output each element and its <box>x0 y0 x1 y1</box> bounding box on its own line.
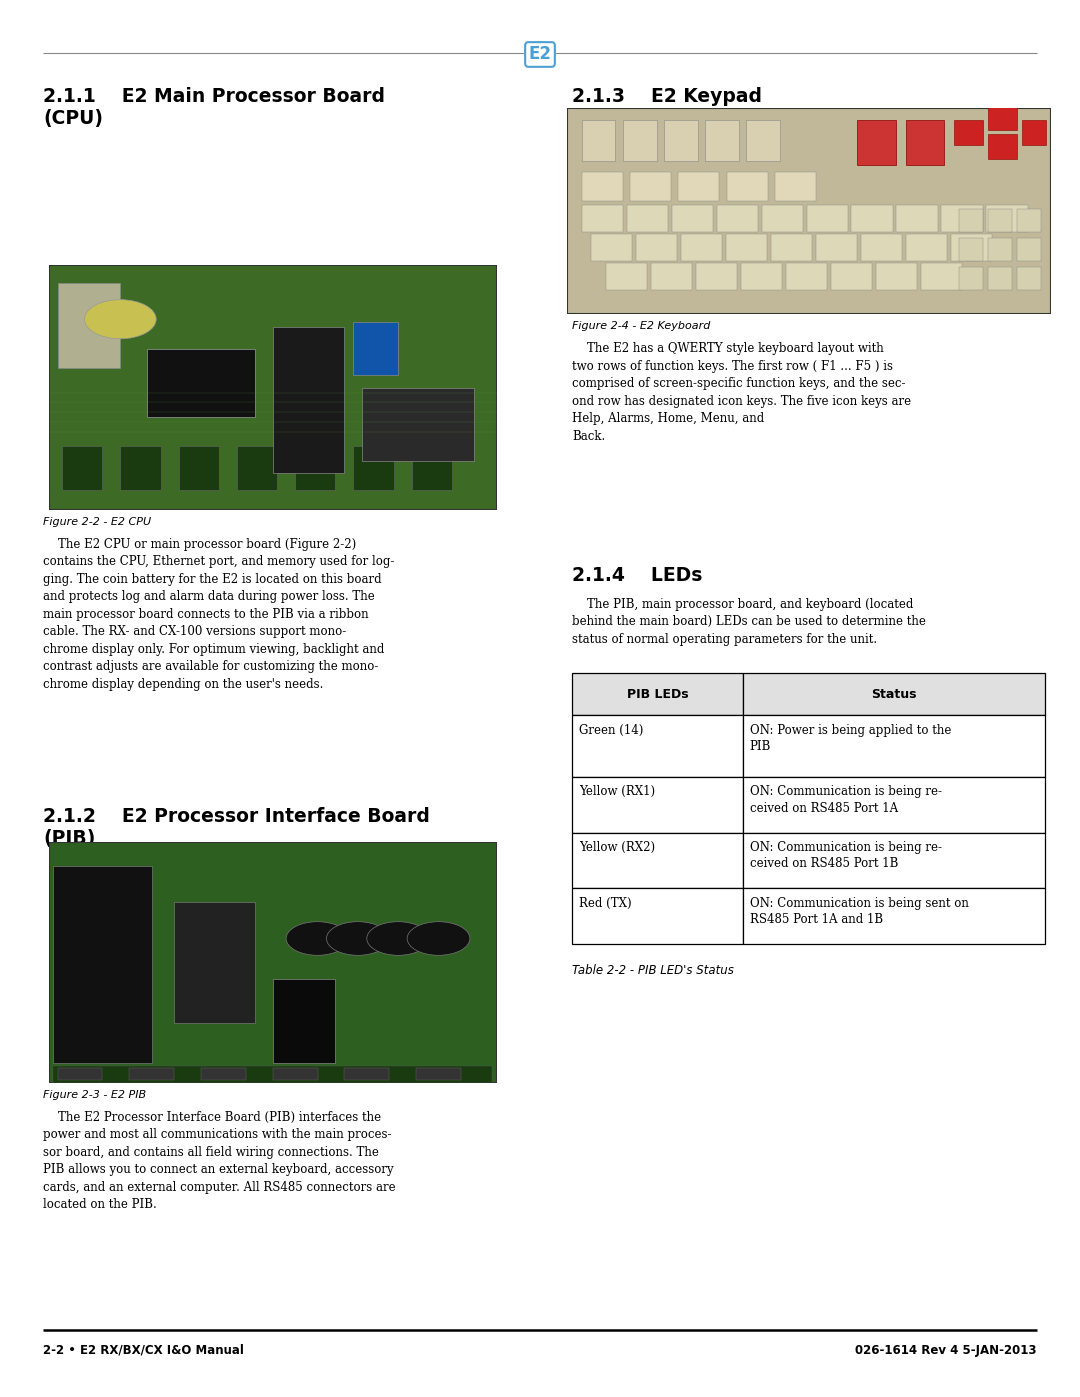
Bar <box>743 833 1045 888</box>
Bar <box>906 233 947 261</box>
Bar <box>53 1066 492 1083</box>
Text: 2.1.1    E2 Main Processor Board
(CPU): 2.1.1 E2 Main Processor Board (CPU) <box>43 87 386 127</box>
Text: The E2 has a QWERTY style keyboard layout with
two rows of function keys. The fi: The E2 has a QWERTY style keyboard layou… <box>572 342 912 443</box>
Bar <box>678 172 719 201</box>
Bar <box>672 205 713 232</box>
Bar <box>664 120 698 161</box>
Bar <box>272 979 336 1063</box>
Circle shape <box>84 299 157 338</box>
Text: Status: Status <box>872 687 917 701</box>
Bar <box>572 715 743 777</box>
Text: Figure 2-2 - E2 CPU: Figure 2-2 - E2 CPU <box>43 517 151 527</box>
Bar <box>623 120 657 161</box>
Bar <box>785 263 827 289</box>
Bar <box>1022 120 1047 145</box>
Bar <box>954 120 983 145</box>
Bar <box>411 447 451 490</box>
Bar <box>581 120 616 161</box>
Bar <box>743 888 1045 944</box>
Bar <box>572 673 743 715</box>
Bar <box>1017 210 1041 232</box>
Text: 2.1.2    E2 Processor Interface Board
(PIB): 2.1.2 E2 Processor Interface Board (PIB) <box>43 807 430 848</box>
Bar <box>775 172 816 201</box>
Bar <box>681 233 723 261</box>
Bar <box>876 263 917 289</box>
Bar <box>705 120 739 161</box>
Bar <box>959 237 983 261</box>
Text: 026-1614 Rev 4 5-JAN-2013: 026-1614 Rev 4 5-JAN-2013 <box>855 1344 1037 1356</box>
Text: Green (14): Green (14) <box>579 724 644 736</box>
Bar <box>272 1069 318 1080</box>
Bar <box>62 447 103 490</box>
Text: ON: Power is being applied to the
PIB: ON: Power is being applied to the PIB <box>750 724 950 753</box>
Text: ON: Communication is being re-
ceived on RS485 Port 1A: ON: Communication is being re- ceived on… <box>750 785 942 814</box>
Bar <box>581 172 623 201</box>
Bar <box>591 233 632 261</box>
Bar <box>816 233 858 261</box>
Text: Yellow (RX1): Yellow (RX1) <box>579 785 654 798</box>
Bar <box>201 1069 246 1080</box>
Bar <box>295 447 336 490</box>
Bar <box>120 447 161 490</box>
Bar <box>986 205 1027 232</box>
Bar <box>572 888 743 944</box>
Bar <box>746 120 780 161</box>
Bar <box>988 210 1012 232</box>
Circle shape <box>367 922 430 956</box>
Text: PIB LEDs: PIB LEDs <box>626 687 689 701</box>
Text: Figure 2-3 - E2 PIB: Figure 2-3 - E2 PIB <box>43 1090 146 1099</box>
Bar <box>1017 237 1041 261</box>
Bar <box>237 447 278 490</box>
Text: Red (TX): Red (TX) <box>579 897 632 909</box>
Bar <box>581 205 623 232</box>
Bar <box>726 233 767 261</box>
Bar <box>53 866 151 1063</box>
Bar <box>743 715 1045 777</box>
Bar <box>174 902 255 1023</box>
Bar <box>716 205 758 232</box>
Bar <box>416 1069 461 1080</box>
Bar <box>942 205 983 232</box>
Circle shape <box>407 922 470 956</box>
Bar <box>988 267 1012 289</box>
Text: The PIB, main processor board, and keyboard (located
behind the main board) LEDs: The PIB, main processor board, and keybo… <box>572 598 927 645</box>
Text: E2: E2 <box>528 46 552 63</box>
Bar <box>57 282 120 369</box>
Circle shape <box>286 922 349 956</box>
Circle shape <box>326 922 389 956</box>
Bar <box>353 447 394 490</box>
Bar <box>959 210 983 232</box>
Bar <box>147 348 255 416</box>
Bar <box>920 263 962 289</box>
Bar <box>572 777 743 833</box>
Bar <box>771 233 812 261</box>
Bar <box>130 1069 174 1080</box>
Bar <box>959 267 983 289</box>
Bar <box>743 777 1045 833</box>
Bar <box>651 263 692 289</box>
Text: The E2 CPU or main processor board (Figure 2-2)
contains the CPU, Ethernet port,: The E2 CPU or main processor board (Figu… <box>43 538 394 692</box>
Bar <box>761 205 802 232</box>
Bar <box>178 447 219 490</box>
Bar <box>831 263 872 289</box>
Text: 2.1.4    LEDs: 2.1.4 LEDs <box>572 566 703 585</box>
Bar <box>630 172 671 201</box>
Bar <box>807 205 848 232</box>
Bar <box>626 205 667 232</box>
Bar <box>353 321 399 376</box>
Bar <box>741 263 782 289</box>
Bar <box>988 134 1017 159</box>
Bar <box>606 263 647 289</box>
Text: Yellow (RX2): Yellow (RX2) <box>579 841 654 854</box>
Text: ON: Communication is being re-
ceived on RS485 Port 1B: ON: Communication is being re- ceived on… <box>750 841 942 870</box>
Text: Figure 2-4 - E2 Keyboard: Figure 2-4 - E2 Keyboard <box>572 321 711 331</box>
Text: The E2 Processor Interface Board (PIB) interfaces the
power and most all communi: The E2 Processor Interface Board (PIB) i… <box>43 1111 396 1211</box>
Text: 2.1.3    E2 Keypad: 2.1.3 E2 Keypad <box>572 87 762 106</box>
Bar <box>988 106 1017 130</box>
Bar <box>696 263 737 289</box>
Bar <box>727 172 768 201</box>
Bar <box>1017 267 1041 289</box>
Bar <box>861 233 902 261</box>
Bar <box>896 205 937 232</box>
Bar <box>572 833 743 888</box>
